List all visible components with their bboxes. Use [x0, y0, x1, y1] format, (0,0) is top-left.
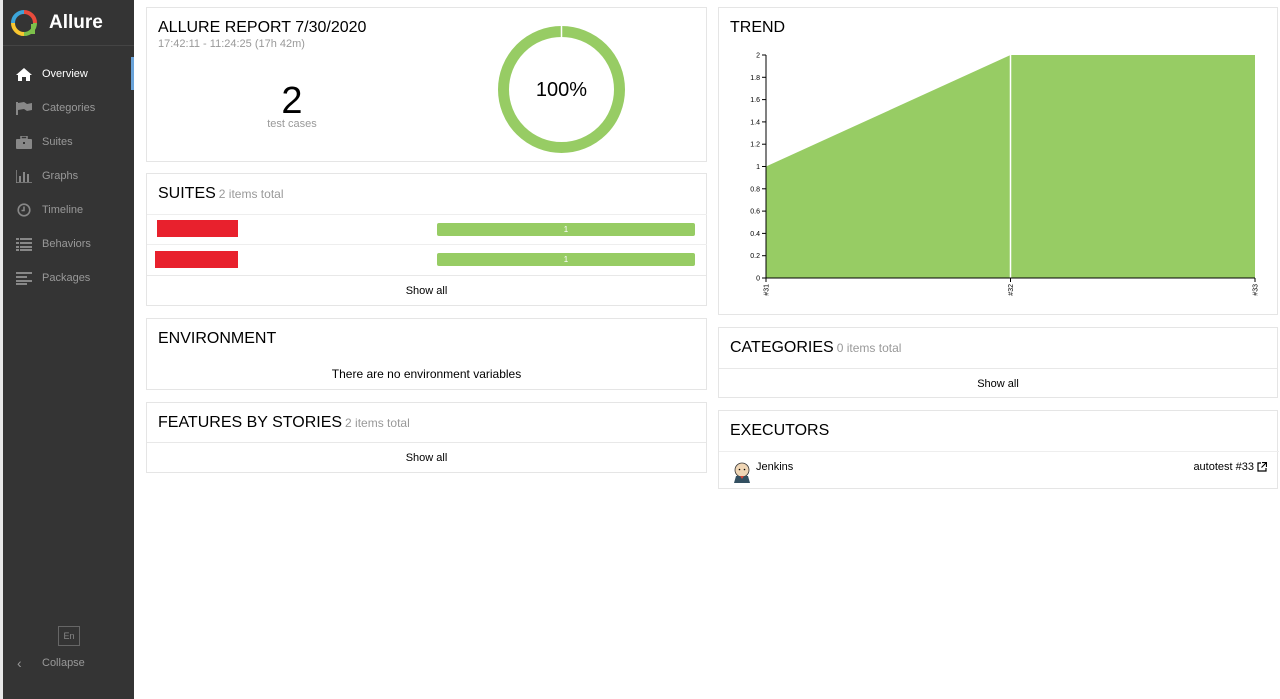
trend-title: TREND [730, 19, 786, 36]
collapse-button[interactable]: ‹ Collapse [17, 655, 85, 671]
y-tick-label: 1.4 [750, 119, 760, 126]
executor-name: Jenkins [756, 461, 794, 473]
sidebar: Allure Overview Categories Suites Graphs [0, 0, 134, 699]
suite-name-bar [155, 251, 238, 268]
executors-widget: EXECUTORS Jenkins autotest #33 [718, 410, 1279, 491]
features-title-text: FEATURES BY STORIES [158, 414, 343, 431]
sidebar-item-label: Categories [42, 102, 96, 114]
categories-widget: CATEGORIES 0 items total Show all [718, 327, 1278, 398]
jenkins-icon [734, 462, 750, 483]
language-selector[interactable]: En [58, 626, 80, 646]
environment-widget: ENVIRONMENT There are no environment var… [146, 318, 707, 390]
y-tick-label: 0.8 [750, 186, 760, 193]
categories-count: 0 items total [836, 341, 902, 355]
report-title: ALLURE REPORT 7/30/2020 [158, 19, 367, 36]
y-tick-label: 1.6 [750, 97, 760, 104]
bar-chart-icon [15, 169, 33, 183]
sidebar-item-behaviors[interactable]: Behaviors [3, 227, 134, 261]
success-rate: 100% [536, 79, 587, 101]
x-tick-label: #32 [1008, 284, 1015, 296]
sidebar-item-label: Overview [42, 68, 88, 80]
suites-title: SUITES 2 items total [147, 174, 706, 203]
y-tick-label: 0.6 [750, 209, 760, 216]
chevron-left-icon: ‹ [17, 655, 22, 671]
table-row[interactable]: 1 [147, 214, 707, 245]
sidebar-item-categories[interactable]: Categories [3, 91, 134, 125]
sidebar-item-overview[interactable]: Overview [3, 57, 134, 91]
x-tick-label: #33 [1253, 284, 1260, 296]
y-tick-label: 0 [756, 276, 760, 283]
sidebar-item-suites[interactable]: Suites [3, 125, 134, 159]
app-name: Allure [49, 11, 103, 33]
features-widget: FEATURES BY STORIES 2 items total Show al… [146, 402, 707, 473]
briefcase-icon [15, 135, 33, 149]
features-title: FEATURES BY STORIES 2 items total [147, 403, 706, 432]
allure-logo-icon [11, 9, 37, 36]
report-time-range: 17:42:11 - 11:24:25 (17h 42m) [158, 38, 305, 50]
executor-row: Jenkins autotest #33 [719, 451, 1279, 491]
features-count: 2 items total [345, 416, 410, 430]
y-tick-label: 2 [756, 53, 760, 60]
brand[interactable]: Allure [3, 0, 134, 46]
clock-icon [15, 203, 33, 217]
sidebar-item-label: Graphs [42, 170, 79, 182]
y-tick-label: 0.2 [750, 253, 760, 260]
suites-widget: SUITES 2 items total 1 1 Show all [146, 173, 707, 306]
sidebar-item-graphs[interactable]: Graphs [3, 159, 134, 193]
sidebar-item-label: Packages [42, 272, 91, 284]
sidebar-item-timeline[interactable]: Timeline [3, 193, 134, 227]
sidebar-item-label: Suites [42, 136, 73, 148]
flag-icon [15, 101, 33, 115]
y-tick-label: 1 [756, 164, 760, 171]
home-icon [15, 67, 33, 81]
x-tick-label: #31 [764, 284, 771, 296]
suites-count: 2 items total [218, 187, 284, 201]
environment-title: ENVIRONMENT [158, 330, 277, 347]
executor-build-label: autotest #33 [1193, 461, 1254, 473]
trend-chart: 0 0.2 0.4 0.6 0.8 1 1.2 1.4 1.6 1.8 2 #31 #32 #33 [750, 53, 1260, 296]
test-case-label: test cases [267, 118, 317, 130]
suites-title-text: SUITES [158, 185, 216, 202]
summary-widget: ALLURE REPORT 7/30/2020 17:42:11 - 11:24… [146, 7, 707, 162]
categories-title-text: CATEGORIES [730, 339, 834, 356]
y-tick-label: 0.4 [750, 231, 760, 238]
features-show-all[interactable]: Show all [147, 442, 706, 473]
y-tick-label: 1.8 [750, 75, 760, 82]
sidebar-item-packages[interactable]: Packages [3, 261, 134, 295]
trend-widget: TREND 0 0.2 0.4 0.6 0.8 1 1.2 1.4 1.6 1.8 2 #31 #32 #… [718, 7, 1278, 315]
categories-show-all[interactable]: Show all [719, 368, 1277, 398]
environment-empty-message: There are no environment variables [331, 367, 522, 381]
external-link-icon [1257, 462, 1267, 472]
align-left-icon [15, 271, 33, 285]
list-icon [15, 237, 33, 251]
test-case-count: 2 [281, 80, 303, 122]
suite-status-bar: 1 [437, 253, 695, 266]
sidebar-nav: Overview Categories Suites Graphs Timeli… [3, 57, 134, 295]
sidebar-item-label: Timeline [42, 204, 84, 216]
y-tick-label: 1.2 [750, 142, 760, 149]
suite-status-bar: 1 [437, 223, 695, 236]
executors-title: EXECUTORS [730, 422, 830, 439]
collapse-label: Collapse [42, 657, 85, 669]
executor-build-link[interactable]: autotest #33 [1193, 461, 1267, 473]
success-donut: 100% [498, 25, 625, 153]
suite-name-bar [157, 220, 238, 237]
sidebar-item-label: Behaviors [42, 238, 91, 250]
categories-title: CATEGORIES 0 items total [719, 328, 1277, 357]
table-row[interactable]: 1 [147, 244, 707, 275]
suites-show-all[interactable]: Show all [147, 275, 706, 306]
